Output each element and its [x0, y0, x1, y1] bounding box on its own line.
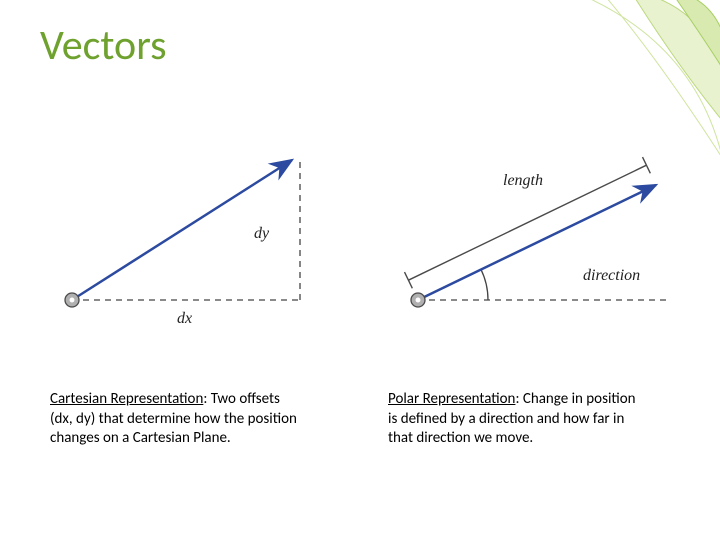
polar-diagram: length direction	[398, 130, 698, 330]
polar-caption-title: Polar Representation	[388, 390, 515, 408]
cartesian-caption: Cartesian Representation: Two offsets (d…	[50, 390, 305, 449]
svg-text:direction: direction	[583, 267, 640, 284]
polar-caption: Polar Representation: Change in position…	[388, 390, 643, 449]
polar-svg: length direction	[398, 130, 698, 330]
slide: Vectors dx dy length direction Cartesian R…	[0, 0, 720, 540]
svg-text:dx: dx	[177, 310, 192, 327]
slide-title: Vectors	[40, 20, 167, 71]
cartesian-caption-title: Cartesian Representation	[50, 390, 203, 408]
svg-text:length: length	[503, 172, 543, 189]
svg-text:dy: dy	[254, 225, 270, 242]
cartesian-diagram: dx dy	[52, 130, 332, 330]
cartesian-svg: dx dy	[52, 130, 332, 330]
